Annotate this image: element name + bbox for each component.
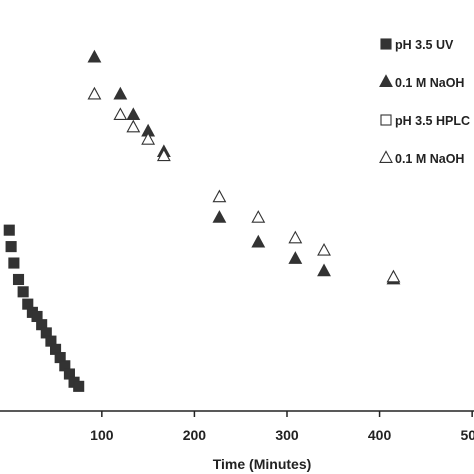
data-point — [87, 86, 102, 100]
legend-label: pH 3.5 HPLC — [395, 114, 470, 128]
x-tick-label: 200 — [183, 427, 207, 443]
data-point — [251, 234, 266, 248]
data-point — [288, 251, 303, 264]
data-point — [251, 210, 266, 223]
legend-label: 0.1 M NaOH — [395, 152, 464, 166]
data-point — [3, 224, 15, 236]
data-point — [12, 273, 25, 286]
data-point — [212, 210, 227, 223]
x-tick-label: 400 — [368, 427, 392, 443]
legend-item: pH 3.5 HPLC — [380, 114, 470, 128]
data-point — [126, 107, 141, 121]
legend-item: 0.1 M NaOH — [379, 74, 464, 90]
x-axis-label: Time (Minutes) — [213, 456, 312, 472]
data-point — [317, 263, 331, 277]
x-axis-ticks: 100 200 300 400 500 — [90, 411, 474, 443]
legend-item: 0.1 M NaOH — [379, 150, 464, 166]
data-point — [5, 241, 17, 253]
data-point — [212, 189, 227, 203]
data-point — [386, 269, 401, 283]
legend-marker — [380, 38, 392, 50]
series-3 — [87, 86, 401, 283]
data-point — [73, 380, 85, 392]
legend: pH 3.5 UV 0.1 M NaOH pH 3.5 HPLC 0.1 M NaOH — [379, 38, 470, 166]
series-1 — [87, 49, 401, 285]
data-point — [17, 286, 29, 298]
x-tick-label: 300 — [275, 427, 299, 443]
series-0 — [3, 224, 85, 392]
data-point — [8, 257, 20, 269]
legend-label: pH 3.5 UV — [395, 38, 454, 52]
legend-marker — [379, 150, 393, 163]
data-marks — [3, 49, 401, 392]
data-point — [113, 107, 128, 121]
data-point — [156, 148, 171, 162]
data-point — [317, 242, 331, 256]
legend-label: 0.1 M NaOH — [395, 76, 464, 90]
data-point — [87, 49, 102, 63]
data-point — [126, 119, 141, 133]
data-point — [288, 230, 303, 244]
x-tick-label: 100 — [90, 427, 114, 443]
legend-marker — [380, 114, 392, 126]
x-tick-label: 500 — [460, 427, 474, 443]
data-point — [113, 86, 128, 100]
legend-marker — [379, 74, 393, 87]
legend-item: pH 3.5 UV — [380, 38, 454, 52]
data-point — [141, 131, 156, 145]
